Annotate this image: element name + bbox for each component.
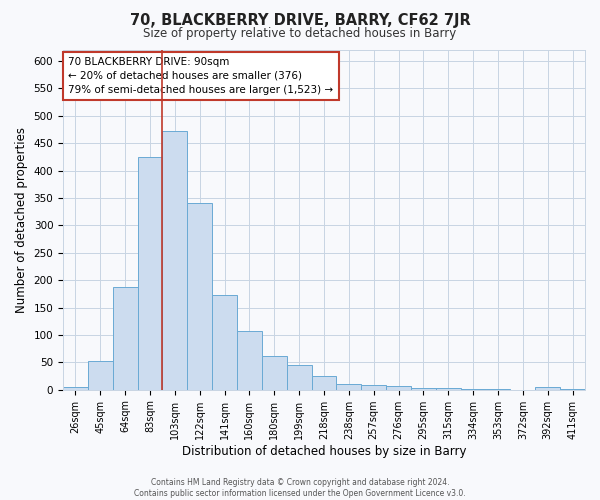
Bar	[436, 388, 461, 390]
Bar	[163, 131, 187, 390]
X-axis label: Distribution of detached houses by size in Barry: Distribution of detached houses by size …	[182, 444, 466, 458]
Text: Contains HM Land Registry data © Crown copyright and database right 2024.
Contai: Contains HM Land Registry data © Crown c…	[134, 478, 466, 498]
Text: 70, BLACKBERRY DRIVE, BARRY, CF62 7JR: 70, BLACKBERRY DRIVE, BARRY, CF62 7JR	[130, 12, 470, 28]
Bar	[337, 384, 361, 390]
Bar	[88, 360, 113, 390]
Bar	[212, 296, 237, 390]
Bar	[535, 387, 560, 390]
Text: 70 BLACKBERRY DRIVE: 90sqm
← 20% of detached houses are smaller (376)
79% of sem: 70 BLACKBERRY DRIVE: 90sqm ← 20% of deta…	[68, 57, 334, 95]
Bar	[137, 157, 163, 390]
Bar	[187, 204, 212, 390]
Text: Size of property relative to detached houses in Barry: Size of property relative to detached ho…	[143, 28, 457, 40]
Bar	[63, 387, 88, 390]
Y-axis label: Number of detached properties: Number of detached properties	[15, 127, 28, 313]
Bar	[113, 286, 137, 390]
Bar	[262, 356, 287, 390]
Bar	[411, 388, 436, 390]
Bar	[485, 388, 511, 390]
Bar	[361, 386, 386, 390]
Bar	[386, 386, 411, 390]
Bar	[311, 376, 337, 390]
Bar	[237, 330, 262, 390]
Bar	[560, 388, 585, 390]
Bar	[287, 364, 311, 390]
Bar	[461, 388, 485, 390]
